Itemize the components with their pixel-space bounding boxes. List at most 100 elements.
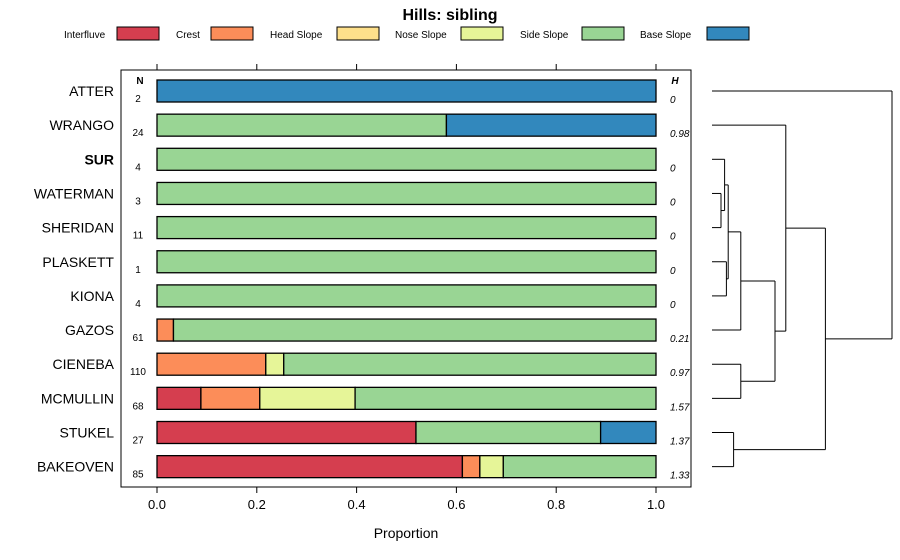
n-value: 4	[135, 162, 141, 173]
row-sur: SUR 4 0	[84, 147, 676, 174]
x-tick-label-2: 0.4	[348, 497, 366, 512]
chart-title: Hills: sibling	[402, 7, 497, 24]
h-value: 0	[670, 197, 676, 208]
bar-segment-interfluve	[156, 420, 417, 445]
bar-segment-crest	[156, 318, 175, 342]
plot-border	[120, 69, 692, 488]
row-label: CIENEBA	[53, 356, 115, 372]
n-value: 3	[135, 196, 141, 207]
bar-segment-interfluve	[156, 386, 202, 411]
bar-segment-side-slope	[502, 454, 657, 479]
x-axis-label: Proportion	[374, 525, 439, 541]
bar-segment-base-slope	[445, 113, 657, 137]
bar-segment-side-slope	[172, 318, 657, 342]
legend-label-0: Interfluve	[64, 30, 106, 41]
row-label: KIONA	[70, 288, 114, 304]
bar-segment-crest	[200, 386, 261, 411]
bar-segment-base-slope	[599, 420, 657, 445]
row-label: WATERMAN	[34, 185, 114, 201]
row-cieneba: CIENEBA 110 0.97	[53, 352, 690, 379]
bar-segment-side-slope	[156, 147, 657, 171]
bar-segment-nose-slope	[265, 352, 285, 376]
h-value: 0	[670, 163, 676, 174]
row-gazos: GAZOS 61 0.21	[65, 318, 689, 345]
n-header: N	[136, 76, 143, 87]
dendrogram	[712, 90, 893, 468]
bar-segment-interfluve	[156, 454, 464, 479]
bar-segment-side-slope	[156, 181, 657, 206]
row-label: GAZOS	[65, 322, 114, 338]
x-tick-label-4: 0.8	[547, 497, 565, 512]
bar-segment-side-slope	[283, 352, 657, 376]
h-header: H	[671, 76, 679, 87]
n-value: 11	[133, 231, 144, 242]
row-label: SHERIDAN	[42, 220, 114, 236]
x-tick-label-5: 1.0	[647, 497, 665, 512]
row-label: SUR	[84, 151, 114, 167]
legend-swatch-2	[336, 26, 380, 41]
legend-swatch-5	[706, 26, 750, 41]
legend-label-4: Side Slope	[520, 30, 569, 41]
h-value: 0.97	[670, 368, 690, 379]
bar-segment-crest	[156, 352, 267, 376]
legend-swatch-4	[581, 26, 625, 41]
row-stukel: STUKEL 27 1.37	[60, 420, 690, 448]
h-value: 0	[670, 300, 676, 311]
row-label: BAKEOVEN	[37, 459, 114, 475]
n-value: 1	[135, 265, 141, 276]
h-value: 0	[670, 232, 676, 243]
bar-segment-crest	[461, 454, 481, 479]
h-value: 0.98	[670, 129, 690, 140]
bar-segment-side-slope	[415, 420, 602, 445]
bar-segment-side-slope	[156, 215, 657, 240]
n-value: 61	[132, 333, 144, 344]
row-label: MCMULLIN	[41, 390, 114, 406]
legend-swatch-3	[460, 26, 504, 41]
x-tick-label-3: 0.6	[447, 497, 465, 512]
row-label: ATTER	[69, 83, 114, 99]
row-bakeoven: BAKEOVEN 85 1.33	[37, 454, 690, 482]
row-plaskett: PLASKETT 1 0	[42, 250, 676, 277]
n-value: 68	[132, 401, 144, 412]
legend-label-2: Head Slope	[270, 30, 323, 41]
n-value: 27	[132, 436, 144, 447]
row-wrango: WRANGO 24 0.98	[49, 113, 690, 140]
x-axis: 0.0 0.2 0.4 0.6 0.8 1.0	[148, 487, 665, 512]
row-label: WRANGO	[49, 117, 114, 133]
bar-segment-base-slope	[156, 79, 657, 103]
h-value: 0.21	[670, 334, 689, 345]
bar-segment-nose-slope	[259, 386, 356, 411]
h-value: 0	[670, 95, 676, 106]
row-mcmullin: MCMULLIN 68 1.57	[41, 386, 690, 413]
bar-segment-side-slope	[156, 250, 657, 274]
bar-segment-nose-slope	[479, 454, 504, 479]
legend-swatch-0	[116, 26, 160, 41]
bar-segment-side-slope	[156, 284, 657, 308]
h-value: 1.37	[670, 437, 690, 448]
legend: Interfluve Crest Head Slope Nose Slope Side …	[64, 26, 750, 41]
n-value: 2	[135, 94, 141, 105]
row-kiona: KIONA 4 0	[70, 284, 676, 311]
h-value: 1.33	[670, 471, 690, 482]
n-value: 24	[132, 128, 144, 139]
bar-segment-side-slope	[354, 386, 657, 411]
n-value: 110	[130, 367, 146, 378]
row-atter: ATTER 2 0	[69, 79, 676, 106]
h-value: 1.57	[670, 402, 690, 413]
legend-label-5: Base Slope	[640, 30, 692, 41]
h-value: 0	[670, 266, 676, 277]
row-sheridan: SHERIDAN 11 0	[42, 215, 676, 243]
legend-swatch-1	[210, 26, 254, 41]
legend-label-1: Crest	[176, 30, 200, 41]
n-value: 85	[132, 470, 144, 481]
legend-label-3: Nose Slope	[395, 30, 447, 41]
row-waterman: WATERMAN 3 0	[34, 181, 676, 208]
row-label: PLASKETT	[42, 254, 114, 270]
x-tick-label-1: 0.2	[248, 497, 266, 512]
x-tick-label-0: 0.0	[148, 497, 166, 512]
n-value: 4	[135, 299, 141, 310]
bar-segment-side-slope	[156, 113, 448, 137]
row-label: STUKEL	[60, 425, 115, 441]
